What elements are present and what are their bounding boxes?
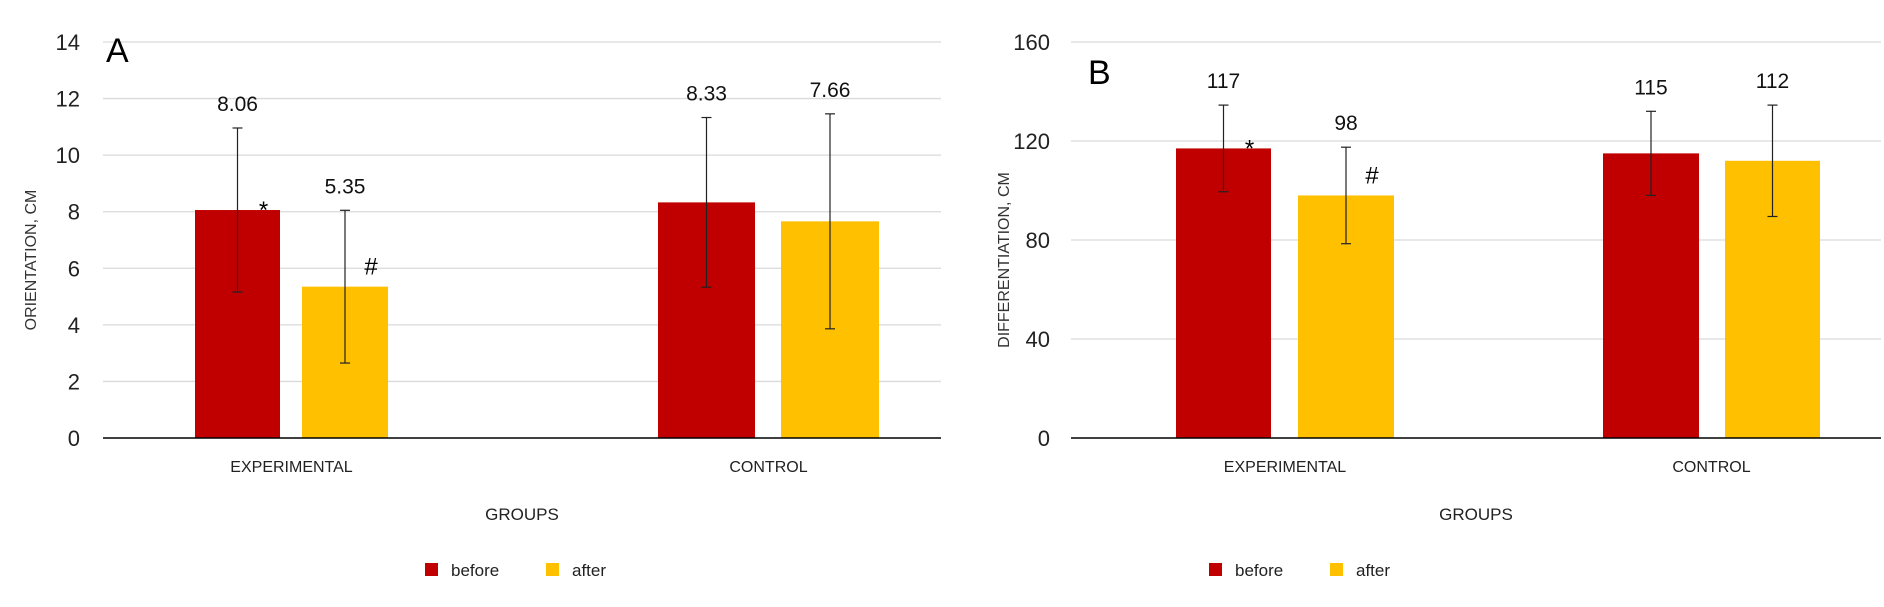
- y-axis-label: DIFFERENTIATION, CM: [996, 172, 1013, 348]
- y-tick-label: 10: [56, 143, 80, 168]
- legend-label: before: [1235, 561, 1283, 580]
- data-label: 98: [1334, 112, 1357, 135]
- x-tick-label: EXPERIMENTAL: [230, 459, 353, 476]
- y-tick-label: 12: [56, 87, 80, 112]
- data-label: 7.66: [810, 79, 851, 102]
- legend-label: after: [572, 561, 606, 580]
- y-axis-label: ORIENTATION, CM: [23, 190, 40, 331]
- y-tick-label: 160: [1013, 30, 1050, 55]
- significance-marker: *: [259, 197, 268, 224]
- panel-label: A: [106, 32, 129, 70]
- x-tick-label: CONTROL: [729, 459, 807, 476]
- x-axis-label: GROUPS: [485, 505, 559, 524]
- legend-swatch-after: [1330, 563, 1343, 576]
- chart-panel-b: 0 40 80 120 160 DIFFERENTIATION, CM B 117 * 98 # EX…: [996, 30, 1881, 580]
- y-tick-label: 14: [56, 30, 80, 55]
- data-label: 8.06: [217, 93, 258, 116]
- legend-item-after: after: [1330, 561, 1390, 580]
- x-tick-label: CONTROL: [1672, 459, 1750, 476]
- legend-item-before: before: [425, 561, 499, 580]
- y-tick-label: 2: [68, 369, 80, 394]
- data-label: 5.35: [325, 175, 366, 198]
- y-tick-label: 6: [68, 256, 80, 281]
- legend-label: before: [451, 561, 499, 580]
- data-label: 117: [1207, 70, 1240, 93]
- data-label: 8.33: [686, 83, 727, 106]
- significance-marker: #: [364, 254, 378, 281]
- legend-item-before: before: [1209, 561, 1283, 580]
- significance-marker: #: [1365, 162, 1379, 189]
- bar-before-experimental: [1176, 148, 1271, 439]
- panel-label: B: [1088, 54, 1111, 92]
- y-tick-label: 120: [1013, 129, 1050, 154]
- y-tick-label: 40: [1026, 327, 1050, 352]
- legend-swatch-before: [425, 563, 438, 576]
- significance-marker: *: [1245, 135, 1254, 162]
- chart-panel-a: 0 2 4 6 8 10 12 14 ORIENTATION, CM A 8.06 * 5.35 # EXP…: [23, 30, 941, 580]
- x-axis-label: GROUPS: [1439, 505, 1513, 524]
- y-tick-label: 4: [68, 313, 80, 338]
- legend-swatch-before: [1209, 563, 1222, 576]
- y-tick-label: 0: [1038, 426, 1050, 451]
- x-tick-label: EXPERIMENTAL: [1224, 459, 1347, 476]
- y-tick-label: 0: [68, 426, 80, 451]
- bar-before-control: [1603, 153, 1699, 438]
- legend-swatch-after: [546, 563, 559, 576]
- y-tick-label: 80: [1026, 228, 1050, 253]
- data-label: 112: [1756, 70, 1789, 93]
- data-label: 115: [1634, 76, 1667, 99]
- legend-item-after: after: [546, 561, 606, 580]
- legend-label: after: [1356, 561, 1390, 580]
- y-tick-label: 8: [68, 200, 80, 225]
